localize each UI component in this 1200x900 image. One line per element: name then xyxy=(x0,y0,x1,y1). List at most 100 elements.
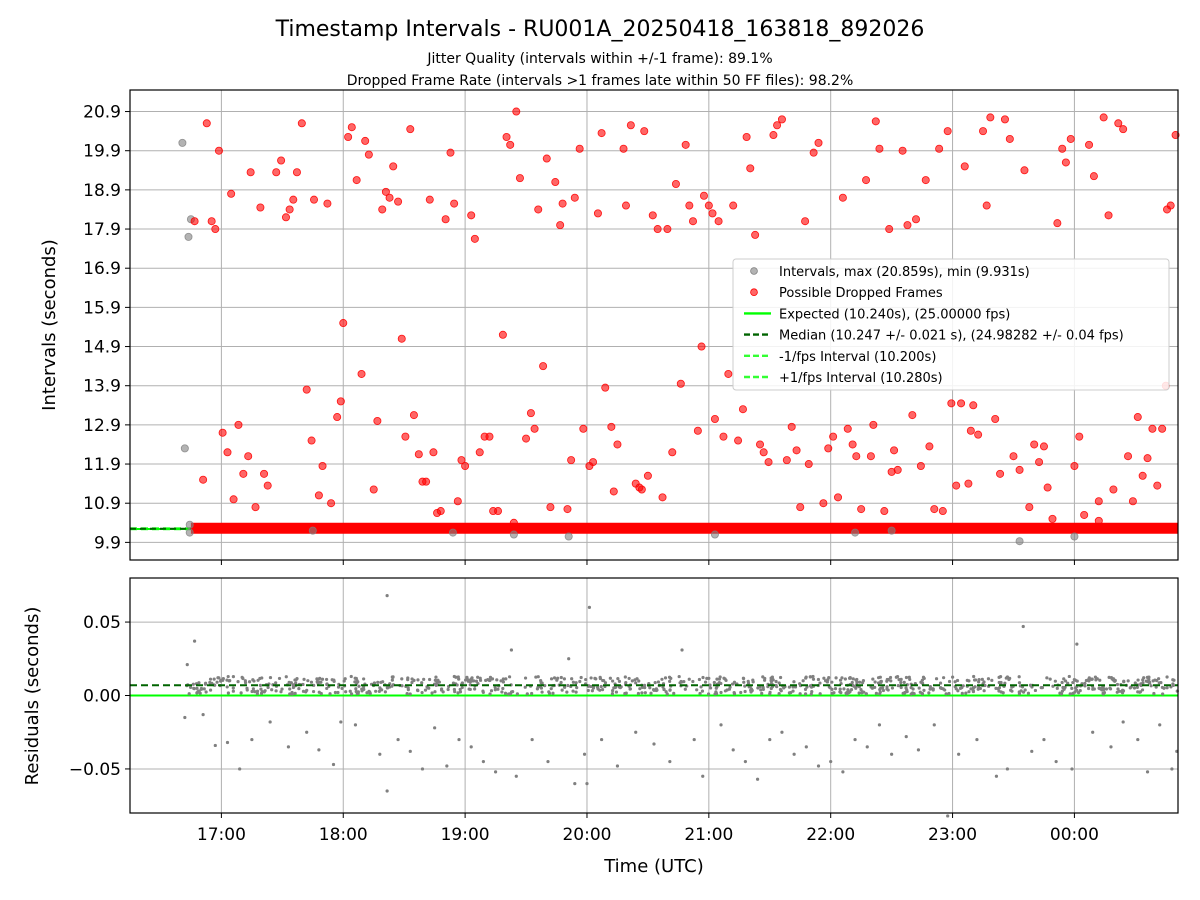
dropped-frame-point xyxy=(378,205,387,214)
residual-point xyxy=(851,677,855,681)
residual-point xyxy=(602,678,606,683)
residual-point xyxy=(574,681,578,685)
residual-point xyxy=(239,691,243,695)
residual-point xyxy=(1075,642,1079,646)
residual-point xyxy=(853,737,857,742)
residual-point xyxy=(692,737,696,742)
residual-point xyxy=(320,677,325,681)
residual-point xyxy=(212,677,216,681)
residual-point xyxy=(493,770,498,774)
residual-point xyxy=(484,678,488,683)
dropped-frame-point xyxy=(551,178,560,187)
residual-point xyxy=(563,685,567,689)
residual-point xyxy=(1093,675,1098,679)
chart-title: Timestamp Intervals - RU001A_20250418_16… xyxy=(275,17,925,42)
residual-point xyxy=(353,676,357,680)
dropped-frame-point xyxy=(526,409,535,418)
dropped-frame-point xyxy=(227,189,236,198)
residual-point xyxy=(579,675,583,680)
dropped-frame-point xyxy=(912,215,921,224)
dropped-frame-point xyxy=(1070,461,1079,470)
dropped-frame-point xyxy=(1153,481,1162,490)
residual-point xyxy=(290,692,294,696)
dropped-frame-point xyxy=(982,201,991,210)
residual-point xyxy=(559,680,563,685)
residual-point xyxy=(263,689,267,693)
residual-point xyxy=(297,687,301,691)
residual-point xyxy=(634,681,638,685)
dropped-frame-point xyxy=(1094,497,1103,506)
residual-point xyxy=(457,737,461,742)
residual-point xyxy=(879,686,883,690)
y-tick-label: 13.9 xyxy=(83,377,121,397)
residual-point xyxy=(1098,678,1102,682)
residual-point xyxy=(750,688,754,693)
residual-point xyxy=(778,675,783,680)
dropped-frame-point xyxy=(746,164,755,173)
residual-point xyxy=(499,679,503,683)
residual-point xyxy=(636,691,641,696)
dropped-frame-point xyxy=(916,461,925,470)
dropped-frame-point xyxy=(207,217,216,226)
residual-point xyxy=(787,691,791,695)
x-tick-label: 00:00 xyxy=(1050,825,1099,845)
residual-point xyxy=(818,681,822,685)
residual-point xyxy=(833,687,838,691)
dropped-frame-point xyxy=(1080,510,1089,519)
residual-point xyxy=(349,692,354,696)
residual-point xyxy=(901,691,905,695)
dropped-frame-point xyxy=(640,127,649,136)
residual-point xyxy=(349,674,353,679)
dropped-frame-point xyxy=(1015,465,1024,474)
residual-point xyxy=(231,689,235,693)
residual-point xyxy=(822,676,826,680)
residual-point xyxy=(1071,691,1075,695)
residual-point xyxy=(701,675,705,680)
residual-point xyxy=(941,687,945,691)
residual-point xyxy=(648,686,652,690)
residual-point xyxy=(1110,677,1114,681)
dropped-frame-point xyxy=(339,319,348,328)
residual-point xyxy=(623,675,627,679)
residual-point xyxy=(408,749,412,753)
dropped-frame-point xyxy=(453,497,462,506)
residual-point xyxy=(195,691,199,695)
residual-point xyxy=(742,680,746,684)
legend-marker xyxy=(750,288,758,297)
residual-point xyxy=(612,686,616,690)
dropped-frame-point xyxy=(1075,432,1084,441)
dropped-frame-point xyxy=(539,362,548,371)
residual-point xyxy=(904,686,908,690)
residual-point xyxy=(441,690,445,694)
residual-point xyxy=(1040,686,1045,690)
residual-point xyxy=(458,690,463,694)
residual-point xyxy=(888,675,893,680)
dropped-frame-point xyxy=(1085,140,1094,149)
residual-point xyxy=(1005,675,1010,679)
residual-point xyxy=(226,691,230,695)
residual-point xyxy=(1059,692,1064,696)
residual-point xyxy=(643,691,647,695)
dropped-frame-point xyxy=(567,456,576,465)
residual-point xyxy=(1165,686,1169,690)
residual-point xyxy=(798,692,802,696)
residual-point xyxy=(955,678,960,683)
legend-label: -1/fps Interval (10.200s) xyxy=(779,350,936,365)
residual-point xyxy=(617,685,621,689)
dropped-frame-point xyxy=(260,469,269,478)
residual-point xyxy=(253,690,257,694)
residual-point xyxy=(912,691,916,696)
residual-point xyxy=(1145,770,1150,774)
residual-point xyxy=(792,752,796,756)
residual-point xyxy=(1089,677,1093,681)
dropped-frame-point xyxy=(724,369,733,378)
dropped-frame-point xyxy=(829,432,838,441)
residual-point xyxy=(899,680,903,685)
residual-point xyxy=(973,685,977,689)
residual-point xyxy=(1151,679,1155,683)
residual-point xyxy=(357,684,361,688)
residual-point xyxy=(586,688,590,693)
residual-point xyxy=(654,687,658,691)
residual-point xyxy=(589,676,593,680)
residual-point xyxy=(493,685,497,689)
